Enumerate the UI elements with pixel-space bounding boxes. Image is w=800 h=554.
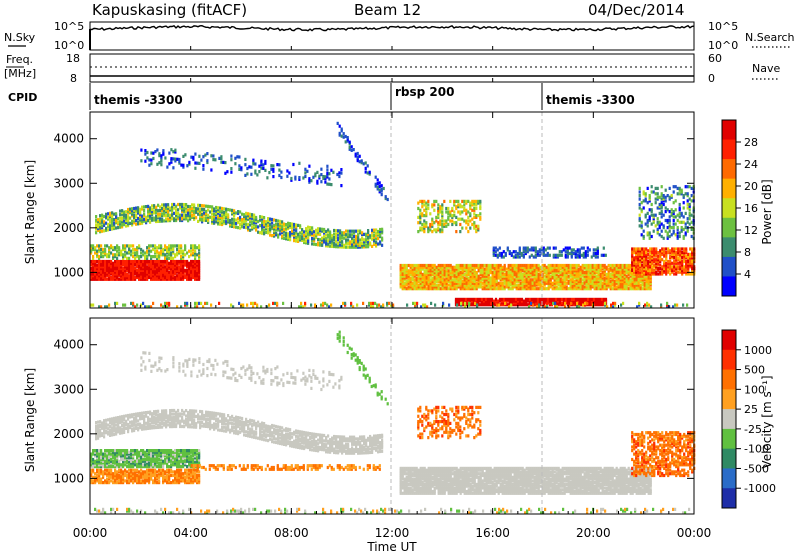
- power-panel: 4000 3000 2000 1000 Slant Range [km]: [23, 111, 696, 309]
- y-tick-label: 3000: [53, 382, 84, 396]
- colorbar-segment: [722, 178, 736, 199]
- y-tick-label: 2000: [53, 221, 84, 235]
- freq-right-tick-top: 60: [708, 52, 722, 65]
- x-axis: 00:00 04:00 08:00 12:00 16:00 20:00 00:00: [73, 46, 712, 540]
- colorbar-tick-label: 100: [744, 383, 765, 396]
- colorbar-segment: [722, 369, 736, 390]
- colorbar-segment: [722, 468, 736, 489]
- colorbar-tick-label: 28: [744, 136, 758, 149]
- velocity-colorbar: 1000 500 100 25 -25 -100 -500 -1000: [721, 329, 776, 509]
- colorbar-tick-label: -1000: [744, 482, 776, 495]
- noise-left-tick-top: 10^5: [54, 20, 84, 33]
- x-tick-label: 00:00: [677, 526, 712, 540]
- freq-label-1: Freq.: [6, 53, 33, 66]
- nave-label: Nave: [752, 62, 780, 75]
- freq-left-tick-bottom: 8: [70, 72, 77, 85]
- cpid-segment-2: rbsp 200: [395, 85, 454, 99]
- colorbar-segment: [722, 120, 736, 141]
- velocity-y-ticks: 4000 3000 2000 1000: [53, 338, 694, 485]
- colorbar-segment: [722, 256, 736, 277]
- colorbar-tick-label: 16: [744, 202, 758, 215]
- colorbar-segment: [722, 409, 736, 430]
- cpid-segment-3: themis -3300: [546, 93, 635, 107]
- beam-title: Beam 12: [354, 1, 421, 19]
- colorbar-segment: [722, 349, 736, 371]
- colorbar-tick-label: 24: [744, 158, 758, 171]
- colorbar-segment: [722, 488, 736, 509]
- noise-right-tick-top: 10^5: [708, 20, 738, 33]
- power-cells: [90, 121, 696, 309]
- station-title: Kapuskasing (fitACF): [92, 1, 247, 19]
- freq-right-tick-bottom: 0: [708, 72, 715, 85]
- colorbar-tick-label: 8: [744, 246, 751, 259]
- power-colorbar-label: Power [dB]: [760, 179, 774, 244]
- y-tick-label: 2000: [53, 427, 84, 441]
- noise-left-label: N.Sky: [4, 31, 36, 44]
- frequency-panel: Freq. [MHz] 18 8 60 0 Nave: [4, 52, 780, 85]
- colorbar-segment: [722, 276, 736, 297]
- noise-right-label: N.Search: [745, 31, 795, 44]
- colorbar-segment: [722, 159, 736, 180]
- y-tick-label: 4000: [53, 132, 84, 146]
- colorbar-segment: [722, 198, 736, 219]
- velocity-colorbar-label: Velocity [m s⁻¹]: [760, 375, 774, 468]
- x-tick-label: 16:00: [475, 526, 510, 540]
- y-tick-label: 4000: [53, 338, 84, 352]
- noise-panel: N.Sky 10^5 10^0 10^5 10^0 N.Search: [4, 20, 795, 52]
- colorbar-segment: [722, 217, 736, 238]
- colorbar-segment: [722, 428, 736, 450]
- colorbar-segment: [722, 330, 736, 351]
- power-y-ticks: 4000 3000 2000 1000: [53, 132, 694, 279]
- y-tick-label: 1000: [53, 265, 84, 279]
- colorbar-tick-label: -100: [744, 443, 769, 456]
- noise-left-tick-bottom: 10^0: [54, 39, 84, 52]
- colorbar-tick-label: 25: [744, 403, 758, 416]
- cpid-row: CPID themis -3300 rbsp 200 themis -3300: [8, 83, 635, 110]
- y-tick-label: 3000: [53, 176, 84, 190]
- cpid-label: CPID: [8, 91, 37, 104]
- cpid-segment-1: themis -3300: [94, 93, 183, 107]
- colorbar-tick-label: 20: [744, 180, 758, 193]
- colorbar-tick-label: 4: [744, 268, 751, 281]
- colorbar-segment: [722, 448, 736, 469]
- velocity-panel: 4000 3000 2000 1000 Slant Range [km]: [23, 317, 696, 515]
- x-axis-label: Time UT: [366, 540, 417, 554]
- freq-left-tick-top: 18: [66, 52, 80, 65]
- y-tick-label: 1000: [53, 471, 84, 485]
- colorbar-segment: [722, 237, 736, 258]
- noise-right-tick-bottom: 10^0: [708, 39, 738, 52]
- velocity-ylabel: Slant Range [km]: [23, 368, 37, 472]
- colorbar-tick-label: -500: [744, 462, 769, 475]
- colorbar-tick-label: 1000: [744, 344, 772, 357]
- x-tick-label: 12:00: [375, 526, 410, 540]
- velocity-cells: [90, 330, 696, 515]
- x-tick-label: 08:00: [274, 526, 309, 540]
- x-tick-label: 20:00: [576, 526, 611, 540]
- x-tick-label: 04:00: [173, 526, 208, 540]
- power-ylabel: Slant Range [km]: [23, 160, 37, 264]
- freq-label-2: [MHz]: [4, 67, 36, 80]
- power-colorbar: 28 24 20 16 12 8 4: [721, 119, 758, 297]
- date-title: 04/Dec/2014: [588, 1, 684, 19]
- colorbar-tick-label: 500: [744, 364, 765, 377]
- colorbar-segment: [722, 139, 736, 160]
- colorbar-tick-label: -25: [744, 423, 762, 436]
- colorbar-tick-label: 12: [744, 224, 758, 237]
- x-tick-label: 00:00: [73, 526, 108, 540]
- colorbar-segment: [722, 389, 736, 410]
